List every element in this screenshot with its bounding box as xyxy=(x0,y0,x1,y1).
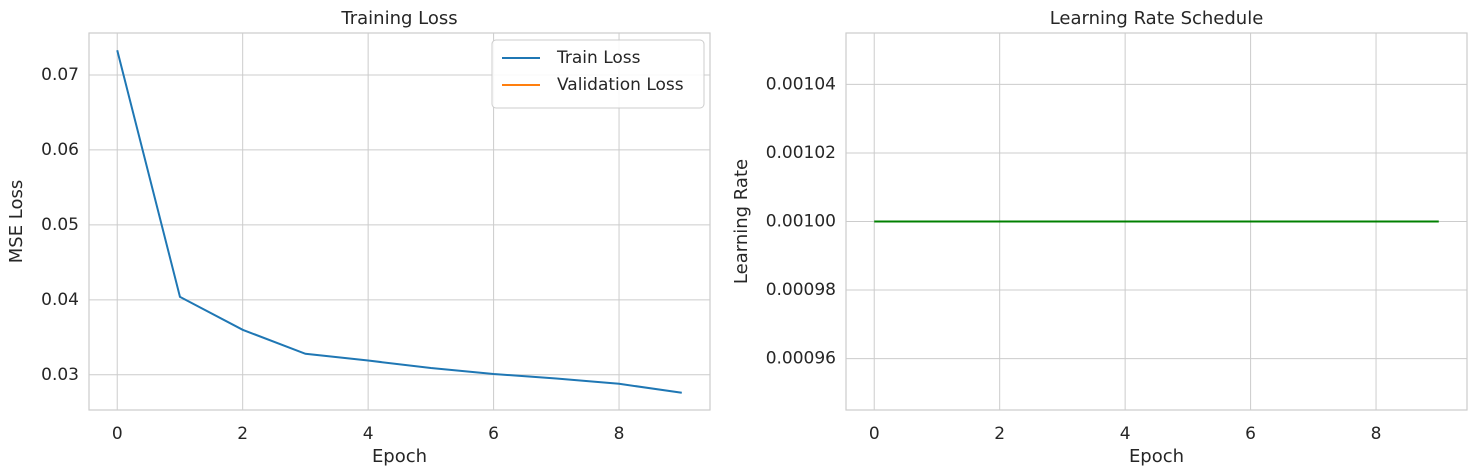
plot-frame xyxy=(88,32,711,411)
x-axis-label: Epoch xyxy=(372,446,427,467)
x-tick-label: 8 xyxy=(614,424,625,444)
x-tick-label: 0 xyxy=(869,424,880,444)
x-tick-label: 6 xyxy=(1245,424,1256,444)
x-tick-label: 6 xyxy=(488,424,499,444)
chart-title: Learning Rate Schedule xyxy=(1050,8,1264,29)
plot-frame xyxy=(845,32,1468,411)
x-tick-label: 4 xyxy=(1120,424,1131,444)
y-tick-label: 0.00096 xyxy=(766,349,836,369)
x-tick-label: 2 xyxy=(994,424,1005,444)
y-tick-label: 0.07 xyxy=(41,65,79,85)
x-tick-label: 8 xyxy=(1371,424,1382,444)
y-tick-label: 0.04 xyxy=(41,290,79,310)
y-axis-label: MSE Loss xyxy=(6,180,27,264)
y-tick-label: 0.00104 xyxy=(766,74,836,94)
data-line xyxy=(116,49,682,394)
x-tick-label: 0 xyxy=(112,424,123,444)
legend-label: Train Loss xyxy=(556,48,641,68)
x-axis-label: Epoch xyxy=(1129,446,1184,467)
y-tick-label: 0.00098 xyxy=(766,280,836,300)
y-tick-label: 0.03 xyxy=(41,365,79,385)
y-tick-label: 0.00102 xyxy=(766,143,836,163)
x-tick-label: 2 xyxy=(237,424,248,444)
legend-label: Validation Loss xyxy=(557,75,684,95)
legend-box xyxy=(491,39,705,109)
x-tick-label: 4 xyxy=(363,424,374,444)
y-tick-label: 0.05 xyxy=(41,215,79,235)
chart-title: Training Loss xyxy=(340,8,457,29)
y-axis-label: Learning Rate xyxy=(731,159,752,284)
y-tick-label: 0.06 xyxy=(41,140,79,160)
y-tick-label: 0.00100 xyxy=(766,212,836,232)
